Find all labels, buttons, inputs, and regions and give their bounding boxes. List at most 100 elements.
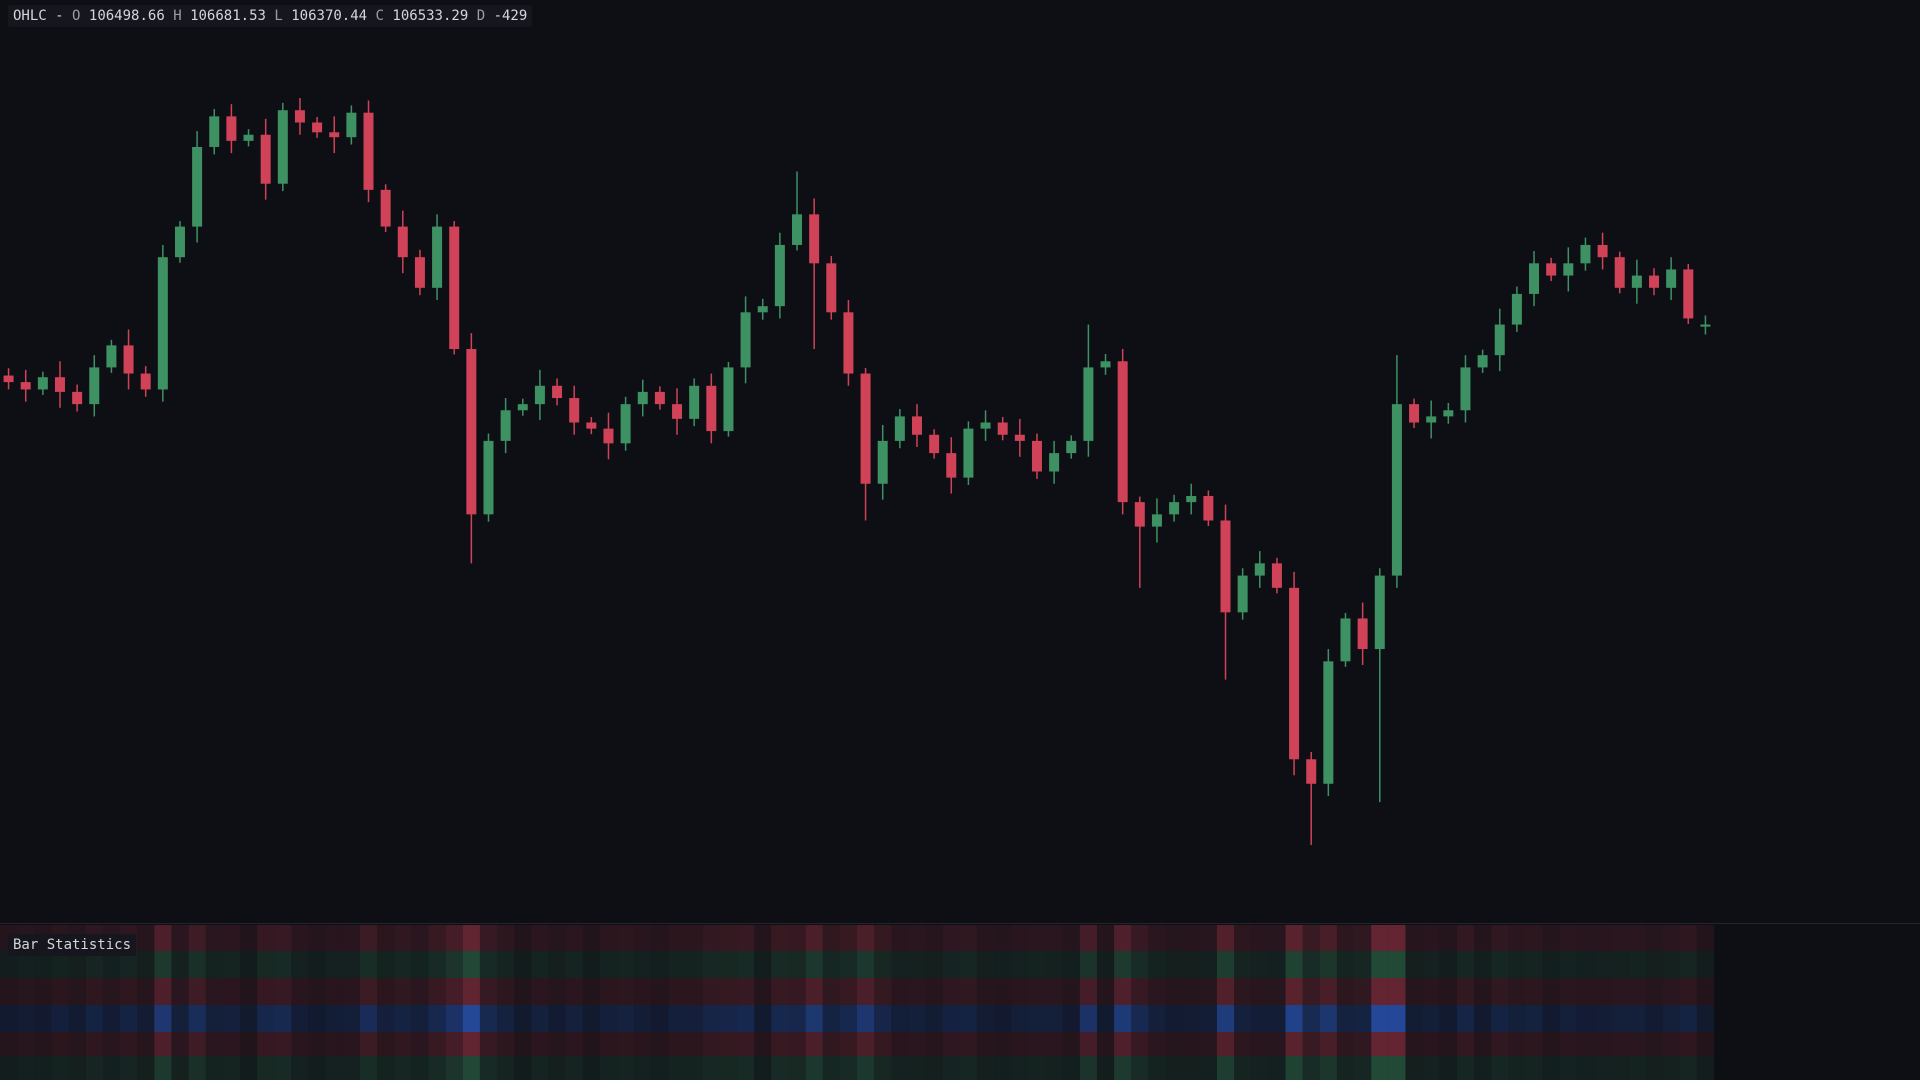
stat-cell — [599, 978, 618, 1005]
stat-cell — [1439, 1056, 1457, 1080]
stat-cell — [342, 951, 360, 978]
stat-cell — [805, 978, 823, 1005]
stat-cell — [119, 951, 138, 978]
stat-cell — [1165, 1032, 1183, 1056]
candle-body — [1374, 575, 1385, 650]
candle-body — [243, 134, 254, 141]
stat-cell — [274, 951, 292, 978]
stat-cell — [1371, 978, 1389, 1005]
candle-body — [3, 375, 14, 383]
stat-cell — [1045, 978, 1063, 1005]
stat-cell — [34, 1005, 52, 1032]
candle-body — [1340, 618, 1351, 662]
stat-cell — [34, 951, 52, 978]
stat-cell — [411, 925, 429, 951]
candle-body — [1031, 440, 1042, 472]
stat-cell — [274, 978, 292, 1005]
stat-cell — [548, 925, 566, 951]
stat-cell — [788, 951, 806, 978]
stat-cell — [839, 978, 857, 1005]
stat-cell — [359, 951, 378, 978]
stat-cell — [994, 1032, 1012, 1056]
candle-body — [517, 404, 528, 411]
stat-cell — [428, 1032, 446, 1056]
candle-body — [20, 382, 31, 390]
stat-cell — [1131, 978, 1149, 1005]
stat-cell — [1491, 925, 1509, 951]
stat-cell — [1696, 951, 1714, 978]
candle-body — [997, 422, 1008, 435]
stat-cell — [599, 951, 618, 978]
stat-cell — [702, 951, 720, 978]
stat-cell — [1696, 925, 1714, 951]
stat-cell — [719, 951, 738, 978]
stat-cell — [668, 1056, 686, 1080]
stat-cell — [137, 1032, 155, 1056]
legend-key: D — [476, 8, 486, 24]
stat-cell — [205, 1056, 223, 1080]
stat-cell — [1096, 978, 1115, 1005]
stat-cell — [1096, 1032, 1115, 1056]
stat-cell — [617, 1005, 635, 1032]
stat-cell — [274, 1032, 292, 1056]
candle-body — [1014, 434, 1025, 441]
stat-cell — [205, 978, 223, 1005]
candle-body — [1169, 502, 1180, 515]
stat-cell — [1371, 951, 1389, 978]
stat-cell — [1405, 978, 1423, 1005]
candle-body — [843, 312, 854, 374]
stat-cell — [976, 925, 995, 951]
stat-cell — [1491, 1032, 1509, 1056]
stat-cell — [1199, 1056, 1217, 1080]
stat-cell — [685, 1056, 703, 1080]
stat-cell — [479, 951, 498, 978]
stat-cell — [462, 951, 480, 978]
stat-cell — [1045, 951, 1063, 978]
stat-cell — [1251, 1032, 1269, 1056]
stat-cell — [1336, 1056, 1355, 1080]
ohlc-legend: OHLC - O 106498.66 H 106681.53 L 106370.… — [8, 5, 533, 27]
stat-cell — [1045, 1005, 1063, 1032]
stat-cell — [17, 1005, 35, 1032]
stat-cell — [1354, 951, 1372, 978]
candle-body — [672, 404, 683, 419]
stat-cell — [839, 1005, 857, 1032]
stat-cell — [222, 1056, 240, 1080]
stat-cell — [359, 1056, 378, 1080]
stat-cell — [85, 978, 103, 1005]
stat-cell — [1028, 1056, 1046, 1080]
stat-cell — [531, 978, 549, 1005]
stat-cell — [908, 1032, 926, 1056]
stat-cell — [685, 1005, 703, 1032]
stat-cell — [239, 925, 258, 951]
stat-cell — [634, 1032, 652, 1056]
stat-cell — [1594, 1056, 1612, 1080]
stat-cell — [1491, 1056, 1509, 1080]
stat-cell — [565, 1056, 583, 1080]
stat-cell — [599, 1056, 618, 1080]
stat-cell — [1525, 978, 1543, 1005]
stat-cell — [737, 978, 755, 1005]
stat-cell — [1199, 1032, 1217, 1056]
stat-cell — [1148, 951, 1166, 978]
stat-cell — [994, 925, 1012, 951]
stat-cell — [599, 925, 618, 951]
stat-cell — [1131, 1056, 1149, 1080]
stat-cell — [617, 925, 635, 951]
stat-cell — [1182, 925, 1200, 951]
stat-cell — [1131, 1005, 1149, 1032]
stat-cell — [1662, 978, 1680, 1005]
stat-cell — [325, 951, 343, 978]
stat-cell — [154, 1005, 172, 1032]
stat-cell — [822, 951, 840, 978]
stat-cell — [428, 1005, 446, 1032]
candle-body — [380, 189, 391, 227]
stat-cell — [702, 1056, 720, 1080]
stat-cell — [582, 951, 600, 978]
legend-label: OHLC - — [13, 8, 64, 24]
stat-cell — [1096, 1005, 1115, 1032]
stat-cell — [1011, 951, 1029, 978]
stat-cell — [1594, 925, 1612, 951]
stat-cell — [359, 1005, 378, 1032]
candle-body — [1631, 275, 1642, 288]
